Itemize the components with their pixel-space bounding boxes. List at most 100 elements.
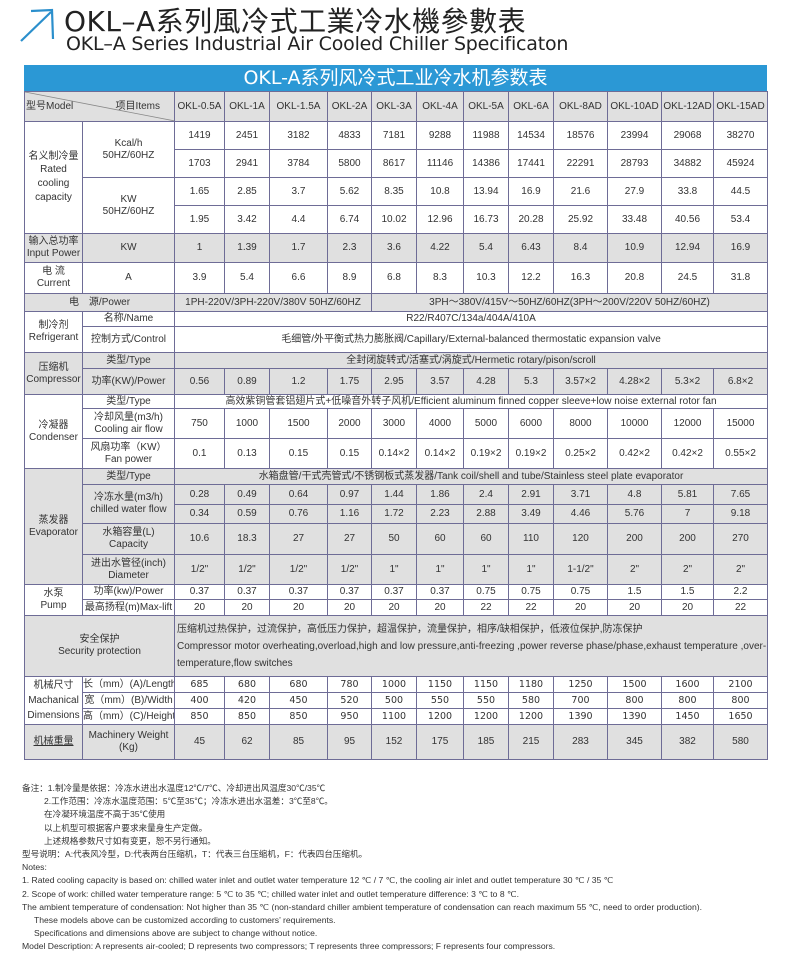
value-cell: 0.76 — [269, 504, 328, 524]
spec-table: 型号Model 项目Items OKL-0.5A OKL-1A OKL-1.5A OK… — [24, 91, 768, 760]
refrigerant-name-label: 名称/Name — [82, 311, 175, 327]
model-header-cell: OKL-3A — [371, 91, 417, 122]
value-cell: 450 — [269, 692, 328, 709]
value-cell: 0.25×2 — [553, 438, 608, 469]
value-cell: 0.42×2 — [607, 438, 662, 469]
row-diameter: 进出水管径(inch) Diameter 1/2" 1/2" 1/2" 1/2" 1" 1"… — [25, 554, 768, 585]
value-cell: 53.4 — [713, 205, 768, 234]
value-cell: 700 — [553, 692, 608, 709]
value-cell: 2451 — [224, 121, 270, 150]
value-cell: 0.42×2 — [661, 438, 714, 469]
value-cell: 3784 — [269, 149, 328, 178]
value-cell: 12.94 — [661, 233, 714, 263]
value-cell: 1419 — [174, 121, 225, 150]
label-en: Rated cooling capacity — [35, 163, 72, 203]
value-cell: 20 — [269, 599, 328, 616]
value-cell: 1/2" — [327, 554, 372, 585]
value-cell: 3.9 — [174, 262, 225, 294]
value-cell: 1.95 — [174, 205, 225, 234]
value-cell: 0.37 — [327, 584, 372, 600]
value-cell: 2.91 — [508, 484, 554, 505]
row-current: 电 流 Current A 3.9 5.4 6.6 8.9 6.8 8.3 10.3 12.2 1… — [24, 262, 768, 294]
value-cell: 0.59 — [224, 504, 270, 524]
value-cell: 5.4 — [463, 233, 509, 263]
value-cell: 1600 — [661, 676, 714, 693]
value-cell: 5.62 — [327, 177, 372, 206]
value-cell: 20 — [371, 599, 417, 616]
value-cell: 22 — [713, 599, 768, 616]
label-cn: 进出水管径(inch) — [90, 557, 166, 569]
value-cell: 1.7 — [269, 233, 328, 263]
value-cell: 0.75 — [553, 584, 608, 600]
value-cell: 5.4 — [224, 262, 270, 294]
value-cell: 0.15 — [327, 438, 372, 469]
value-cell: 200 — [661, 523, 714, 555]
kcal-unit-label: Kcal/h 50HZ/60HZ — [82, 121, 175, 178]
value-cell: 4.8 — [607, 484, 662, 505]
value-cell: 1 — [174, 233, 225, 263]
label-en: Security protection — [58, 646, 141, 657]
value-cell: 4.28 — [463, 368, 509, 395]
value-cell: 10.6 — [174, 523, 225, 555]
value-cell: 283 — [553, 724, 608, 760]
notes: 备注：1.制冷量是依据：冷冻水进出水温度12℃/7℃、冷却进出风温度30℃/35… — [22, 782, 702, 954]
label-cn: 安全保护 — [79, 634, 120, 645]
value-cell: 175 — [416, 724, 464, 760]
value-cell: 6000 — [508, 408, 554, 439]
value-cell: 12000 — [661, 408, 714, 439]
kw-unit-label: KW 50HZ/60HZ — [82, 177, 175, 234]
value-cell: 270 — [713, 523, 768, 555]
value-cell: 31.8 — [713, 262, 768, 294]
row-kcal-50hz: 名义制冷量 Rated cooling capacity Kcal/h 50HZ/6… — [24, 121, 768, 234]
value-cell: 2.3 — [327, 233, 372, 263]
value-cell: 2000 — [327, 408, 372, 439]
compressor-type-label: 类型/Type — [82, 352, 175, 369]
value-cell: 0.56 — [174, 368, 225, 395]
value-cell: 550 — [463, 692, 509, 709]
value-cell: 1200 — [463, 708, 509, 725]
value-cell: 3.57×2 — [553, 368, 608, 395]
value-cell: 800 — [607, 692, 662, 709]
value-cell: 6.8×2 — [713, 368, 768, 395]
value-cell: 12.96 — [416, 205, 464, 234]
label-en: Refrigerant — [28, 332, 79, 343]
value-cell: 0.37 — [371, 584, 417, 600]
row-security: 安全保护 Security protection 压缩机过热保护，过流保护，高低压… — [24, 615, 768, 677]
note-en-1: 1. Rated cooling capacity is based on: c… — [22, 875, 614, 886]
air-flow-label: 冷却风量(m3/h) Cooling air flow — [82, 408, 175, 439]
label-cn: 冷凝器 — [38, 419, 69, 431]
value-cell: 7181 — [371, 121, 417, 150]
label-cn: 冷冻水量(m3/h) — [94, 492, 163, 503]
value-cell: 16.9 — [713, 233, 768, 263]
row-length: 机械尺寸 Machanical Dimensions 长（mm）(A)/Length… — [24, 676, 768, 725]
refrigerant-label: 制冷剂 Refrigerant — [24, 311, 83, 353]
pump-power-label: 功率(kw)/Power — [82, 584, 175, 600]
value-cell: 2" — [713, 554, 768, 585]
page-title-en: OKL–A Series Industrial Air Cooled Chill… — [66, 33, 569, 55]
value-cell: 0.14×2 — [416, 438, 464, 469]
row-evaporator-type: 蒸发器 Evaporator 类型/Type 水箱盘管/干式壳管式/不锈钢板式蒸发… — [24, 468, 768, 585]
row-compressor-type: 压缩机 Compressor 类型/Type 全封闭旋转式/活塞式/涡旋式/Her… — [24, 352, 768, 395]
model-header-cell: OKL-12AD — [661, 91, 714, 122]
value-cell: 27.9 — [607, 177, 662, 206]
power-supply-3ph: 3PH～380V/415V～50HZ/60HZ(3PH～200V/220V 50… — [371, 293, 768, 312]
value-cell: 382 — [661, 724, 714, 760]
value-cell: 2.4 — [463, 484, 509, 505]
value-cell: 7 — [661, 504, 714, 524]
value-cell: 0.75 — [508, 584, 554, 600]
label-cn: 冷却风量(m3/h) — [94, 411, 163, 423]
value-cell: 1200 — [508, 708, 554, 725]
value-cell: 1000 — [224, 408, 270, 439]
value-cell: 23994 — [607, 121, 662, 150]
row-weight: 机械重量 Machinery Weight (Kg) 45 62 85 95 152 175… — [24, 724, 768, 760]
value-cell: 780 — [327, 676, 372, 693]
label-en: chilled water flow — [90, 504, 167, 515]
value-cell: 8.9 — [327, 262, 372, 294]
value-cell: 1150 — [463, 676, 509, 693]
value-cell: 0.14×2 — [371, 438, 417, 469]
value-cell: 750 — [174, 408, 225, 439]
value-cell: 1" — [508, 554, 554, 585]
value-cell: 3.57 — [416, 368, 464, 395]
note-en-6: Model Description: A represents air-cool… — [22, 941, 556, 952]
model-header-cell: OKL-15AD — [713, 91, 768, 122]
